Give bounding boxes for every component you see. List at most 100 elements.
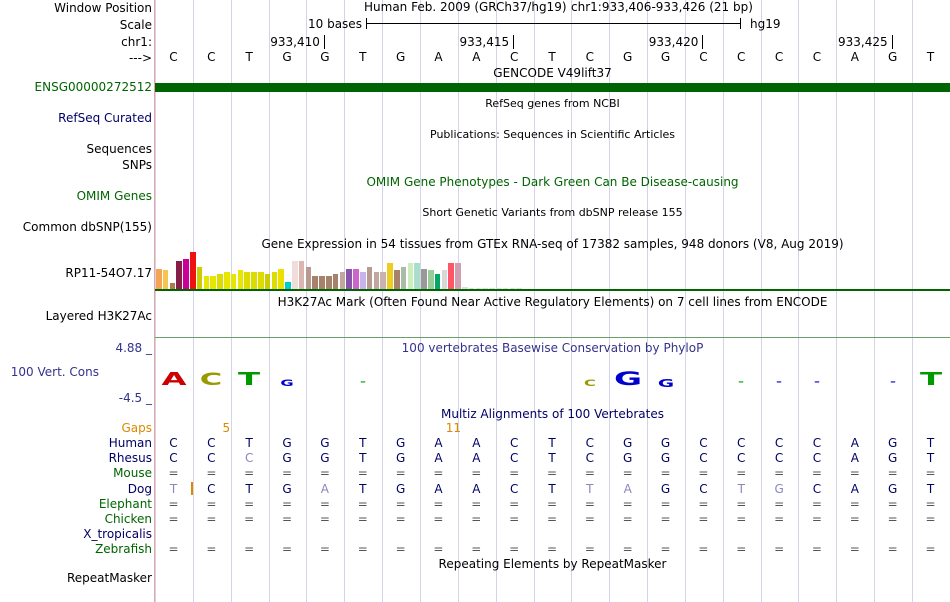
gtex-tissue-bar[interactable] (278, 269, 284, 289)
gencode-gene-bar[interactable] (155, 83, 950, 92)
alignment-base: = (849, 512, 860, 526)
alignment-base: = (660, 496, 671, 511)
alignment-base: T (169, 481, 178, 496)
alignment-base: C (509, 436, 519, 450)
snps-track-label[interactable]: SNPs (122, 158, 152, 172)
gtex-tissue-bar[interactable] (366, 267, 373, 289)
gtex-tissue-bar[interactable] (203, 276, 210, 289)
gtex-tissue-bar[interactable] (312, 276, 318, 289)
gtex-tissue-bar[interactable] (360, 272, 366, 289)
alignment-base: = (395, 512, 406, 526)
gtex-tissue-bar[interactable] (224, 272, 230, 289)
gtex-tissue-bar[interactable] (346, 269, 352, 289)
publications-track-label[interactable]: Sequences (86, 142, 152, 156)
gtex-tissue-bar[interactable] (380, 272, 386, 289)
gtex-tissue-bar[interactable] (285, 282, 291, 289)
gtex-gene-label[interactable]: RP11-54O7.17 (65, 266, 152, 280)
species-label-dog[interactable]: Dog (127, 481, 152, 496)
gtex-tissue-bar[interactable] (230, 274, 237, 289)
gtex-tissue-bar[interactable] (407, 263, 414, 289)
alignment-base: = (206, 496, 217, 511)
base-letter: C (509, 50, 519, 64)
gtex-tissue-bar[interactable] (462, 287, 468, 289)
gtex-tissue-bar[interactable] (169, 283, 176, 289)
gtex-tissue-bar[interactable] (271, 272, 278, 289)
alignment-base: = (395, 496, 406, 511)
alignment-base: = (319, 496, 330, 511)
conservation-track-label[interactable]: 100 Vert. Cons (10, 365, 99, 379)
coordinate-label: 933,425 (838, 35, 888, 49)
gtex-tissue-bar[interactable] (305, 267, 312, 289)
gtex-tissue-bar[interactable] (353, 269, 359, 289)
gridline (230, 0, 232, 602)
conservation-track-title: 100 vertebrates Basewise Conservation by… (401, 341, 704, 355)
gtex-tissue-bar[interactable] (502, 288, 509, 289)
repeatmasker-track-label[interactable]: RepeatMasker (66, 571, 152, 585)
alignment-base: G (887, 436, 898, 450)
gtex-tissue-bar[interactable] (489, 288, 495, 289)
alignment-base: G (660, 436, 671, 450)
gtex-tissue-bar[interactable] (190, 252, 196, 289)
species-label-zebrafish[interactable]: Zebrafish (95, 542, 152, 557)
gtex-tissue-bar[interactable] (448, 263, 454, 289)
gtex-tissue-bar[interactable] (237, 270, 244, 289)
gtex-tissue-bar[interactable] (516, 288, 522, 289)
gtex-tissue-bar[interactable] (373, 272, 380, 289)
alignment-base: C (699, 451, 708, 466)
gtex-tissue-bar[interactable] (264, 274, 271, 289)
gtex-tissue-bar[interactable] (475, 288, 482, 289)
track-image-area[interactable]: Human Feb. 2009 (GRCh37/hg19) chr1:933,4… (155, 0, 950, 602)
alignment-base: = (357, 542, 368, 557)
refseq-track-label[interactable]: RefSeq Curated (58, 111, 152, 125)
gtex-tissue-bar[interactable] (196, 267, 203, 289)
gtex-tissue-bar[interactable] (176, 261, 182, 289)
species-label-rhesus[interactable]: Rhesus (108, 451, 152, 466)
gtex-tissue-bar[interactable] (387, 263, 393, 289)
gtex-tissue-bar[interactable] (217, 274, 223, 289)
h3k27ac-track-label[interactable]: Layered H3K27Ac (45, 309, 152, 323)
gtex-tissue-bar[interactable] (251, 272, 257, 289)
gtex-tissue-bar[interactable] (482, 288, 488, 289)
gtex-tissue-bar[interactable] (210, 276, 216, 289)
gtex-tissue-bar[interactable] (298, 261, 305, 289)
gtex-tissue-bar[interactable] (339, 272, 346, 289)
gtex-expression-chart[interactable] (155, 251, 555, 289)
dbsnp-track-label[interactable]: Common dbSNP(155) (22, 220, 152, 234)
gtex-tissue-bar[interactable] (441, 270, 448, 289)
gtex-tissue-bar[interactable] (183, 259, 189, 289)
gtex-tissue-bar[interactable] (414, 263, 420, 289)
species-label-human[interactable]: Human (108, 436, 152, 450)
gtex-tissue-bar[interactable] (244, 272, 250, 289)
species-label-x_tropicalis[interactable]: X_tropicalis (83, 527, 152, 542)
gtex-tissue-bar[interactable] (258, 272, 264, 289)
alignment-base: = (698, 496, 709, 511)
alignment-base: = (471, 496, 482, 511)
conservation-logo-letter: G (613, 368, 642, 390)
gtex-tissue-bar[interactable] (455, 263, 461, 289)
gtex-tissue-bar[interactable] (400, 267, 407, 289)
gtex-tissue-bar[interactable] (496, 288, 502, 289)
coordinate-label: 933,420 (648, 35, 699, 49)
gtex-tissue-bar[interactable] (162, 270, 169, 289)
species-label-chicken[interactable]: Chicken (104, 512, 152, 526)
species-label-mouse[interactable]: Mouse (113, 466, 152, 481)
gtex-tissue-bar[interactable] (434, 274, 441, 289)
gtex-tissue-bar[interactable] (421, 269, 427, 289)
alignment-base: = (622, 542, 633, 557)
species-label-elephant[interactable]: Elephant (98, 496, 152, 511)
gtex-tissue-bar[interactable] (292, 261, 298, 289)
base-letter: C (737, 50, 746, 64)
gtex-tissue-bar[interactable] (319, 276, 325, 289)
gtex-tissue-bar[interactable] (468, 288, 475, 289)
gencode-gene-label[interactable]: ENSG00000272512 (34, 80, 152, 94)
alignment-base: C (774, 436, 784, 450)
gtex-tissue-bar[interactable] (332, 274, 339, 289)
label-divider (154, 0, 155, 602)
gtex-tissue-bar[interactable] (156, 269, 162, 289)
omim-track-label[interactable]: OMIM Genes (76, 189, 152, 203)
gtex-tissue-bar[interactable] (428, 270, 434, 289)
gridline (836, 0, 838, 602)
gtex-tissue-bar[interactable] (326, 276, 332, 289)
gtex-tissue-bar[interactable] (394, 270, 400, 289)
gtex-tissue-bar[interactable] (509, 288, 516, 289)
